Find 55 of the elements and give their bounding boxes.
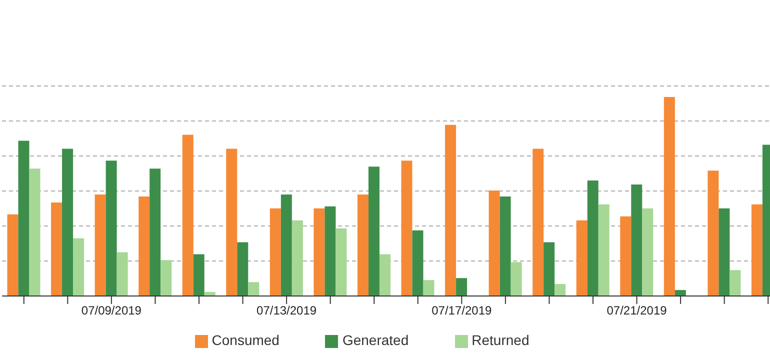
bar bbox=[500, 196, 511, 296]
bar bbox=[379, 254, 390, 296]
bar bbox=[280, 194, 292, 296]
bar bbox=[336, 228, 347, 296]
legend-label: Returned bbox=[472, 332, 530, 348]
x-tick-label: 07/09/2019 bbox=[81, 304, 142, 318]
bar bbox=[554, 284, 566, 296]
bar bbox=[674, 290, 686, 296]
bar bbox=[598, 204, 610, 296]
bar bbox=[237, 242, 248, 296]
bar bbox=[62, 148, 74, 296]
bar bbox=[150, 168, 161, 296]
bar bbox=[314, 208, 325, 296]
bar bbox=[631, 184, 642, 296]
bar bbox=[445, 124, 456, 296]
bar bbox=[116, 252, 128, 296]
bar bbox=[576, 220, 588, 296]
legend-label: Generated bbox=[342, 332, 409, 348]
bar bbox=[7, 214, 18, 296]
bar bbox=[324, 206, 336, 296]
bar bbox=[18, 140, 30, 296]
bar bbox=[29, 168, 40, 296]
bar bbox=[587, 180, 598, 296]
bar bbox=[412, 230, 424, 296]
bar bbox=[357, 194, 368, 296]
bar bbox=[292, 220, 303, 296]
bar bbox=[401, 160, 412, 296]
bar bbox=[532, 148, 544, 296]
bar bbox=[51, 202, 62, 296]
bar bbox=[708, 170, 719, 296]
legend-label: Consumed bbox=[212, 332, 280, 348]
bar bbox=[730, 270, 741, 296]
bar bbox=[456, 278, 468, 296]
bar bbox=[423, 280, 434, 296]
bar bbox=[94, 194, 106, 296]
bar bbox=[160, 260, 172, 296]
x-tick-label: 07/21/2019 bbox=[606, 304, 668, 318]
bar bbox=[488, 190, 500, 296]
bar bbox=[226, 148, 238, 296]
bar bbox=[73, 238, 84, 296]
bar bbox=[510, 262, 522, 296]
bar bbox=[620, 216, 632, 296]
bar bbox=[138, 196, 150, 296]
bar bbox=[664, 96, 675, 296]
bar bbox=[544, 242, 555, 296]
bar bbox=[106, 160, 117, 296]
bar bbox=[718, 208, 730, 296]
bar bbox=[368, 166, 380, 296]
x-tick-label: 07/13/2019 bbox=[256, 304, 317, 318]
bar bbox=[642, 208, 654, 296]
bar bbox=[270, 208, 281, 296]
bar bbox=[193, 254, 204, 296]
bar bbox=[182, 134, 194, 296]
bar bbox=[248, 282, 260, 296]
x-tick-label: 07/17/2019 bbox=[432, 304, 492, 318]
